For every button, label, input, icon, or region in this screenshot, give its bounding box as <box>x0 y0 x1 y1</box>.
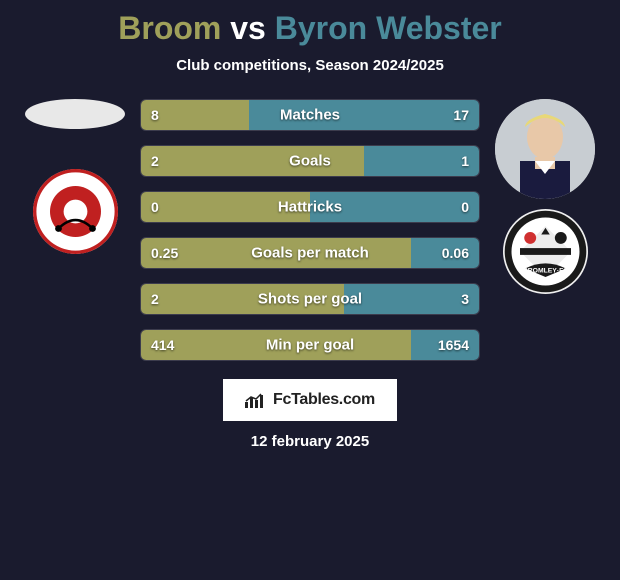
bar-value-right: 17 <box>453 107 469 123</box>
bar-label: Goals per match <box>141 245 479 262</box>
main-row: Matches817Goals21Hattricks00Goals per ma… <box>0 99 620 361</box>
bar-value-right: 0 <box>461 199 469 215</box>
stat-bar: Goals per match0.25 0.06 <box>140 237 480 269</box>
bar-value-right: 1 <box>461 153 469 169</box>
left-side <box>25 99 125 254</box>
bar-value-right: 3 <box>461 291 469 307</box>
comparison-card: Broom vs Byron Webster Club competitions… <box>0 0 620 450</box>
player1-crest <box>33 169 118 254</box>
footer: FcTables.com 12 february 2025 <box>0 379 620 450</box>
date-text: 12 february 2025 <box>251 433 369 450</box>
bar-value-right: 1654 <box>438 337 469 353</box>
player1-photo <box>25 99 125 129</box>
bar-value-left: 414 <box>151 337 174 353</box>
page-title: Broom vs Byron Webster <box>0 10 620 47</box>
player2-photo <box>495 99 595 199</box>
stat-bar: Hattricks0 0 <box>140 191 480 223</box>
bar-label: Shots per goal <box>141 291 479 308</box>
bar-label: Goals <box>141 153 479 170</box>
stat-bars: Matches817Goals21Hattricks00Goals per ma… <box>140 99 480 361</box>
bar-label: Min per goal <box>141 337 479 354</box>
stat-bar: Min per goal414 1654 <box>140 329 480 361</box>
bar-value-left: 0 <box>151 199 159 215</box>
player1-name: Broom <box>118 10 221 46</box>
bar-value-left: 8 <box>151 107 159 123</box>
bar-value-left: 0.25 <box>151 245 178 261</box>
bar-value-right: 0.06 <box>442 245 469 261</box>
brand-badge: FcTables.com <box>223 379 397 421</box>
svg-text:BROMLEY·FC: BROMLEY·FC <box>522 268 567 275</box>
bar-value-left: 2 <box>151 291 159 307</box>
brand-text: FcTables.com <box>273 391 375 409</box>
chart-icon <box>245 392 265 408</box>
stat-bar: Goals2 1 <box>140 145 480 177</box>
player2-name: Byron Webster <box>275 10 502 46</box>
player2-crest: BROMLEY·FC <box>503 209 588 294</box>
vs-text: vs <box>230 10 266 46</box>
bar-value-left: 2 <box>151 153 159 169</box>
stat-bar: Matches8 17 <box>140 99 480 131</box>
stat-bar: Shots per goal2 3 <box>140 283 480 315</box>
right-side: BROMLEY·FC <box>495 99 595 294</box>
bar-label: Hattricks <box>141 199 479 216</box>
bar-label: Matches <box>141 107 479 124</box>
subtitle: Club competitions, Season 2024/2025 <box>0 57 620 74</box>
